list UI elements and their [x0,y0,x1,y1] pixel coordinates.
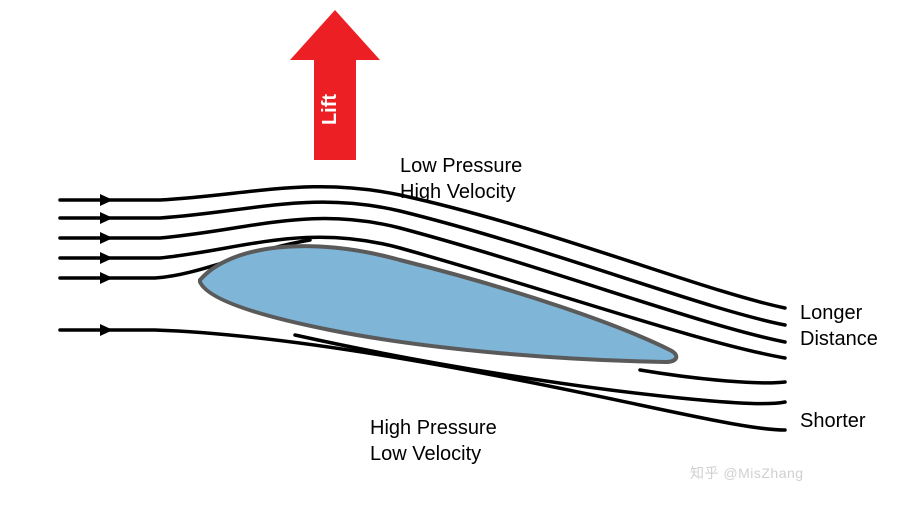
label-shorter: Shorter [800,408,866,434]
lift-arrow [290,10,380,160]
flow-arrow-icon [100,212,113,224]
lift-arrow-icon [290,10,380,160]
flow-arrow-icon [100,232,113,244]
flow-arrow-icon [100,272,113,284]
flow-arrow-icon [100,324,113,336]
airfoil-diagram: Lift Low Pressure High Velocity High Pre… [0,0,918,500]
label-low-pressure: Low Pressure High Velocity [400,153,522,205]
streamline [640,370,785,383]
flow-arrow-icon [100,194,113,206]
flow-arrow-icon [100,252,113,264]
label-longer-distance: Longer Distance [800,300,878,352]
airfoil-shape [200,246,676,362]
lift-label: Lift [319,94,342,125]
label-high-pressure: High Pressure Low Velocity [370,415,497,467]
watermark-text: 知乎 @MisZhang [690,463,804,483]
